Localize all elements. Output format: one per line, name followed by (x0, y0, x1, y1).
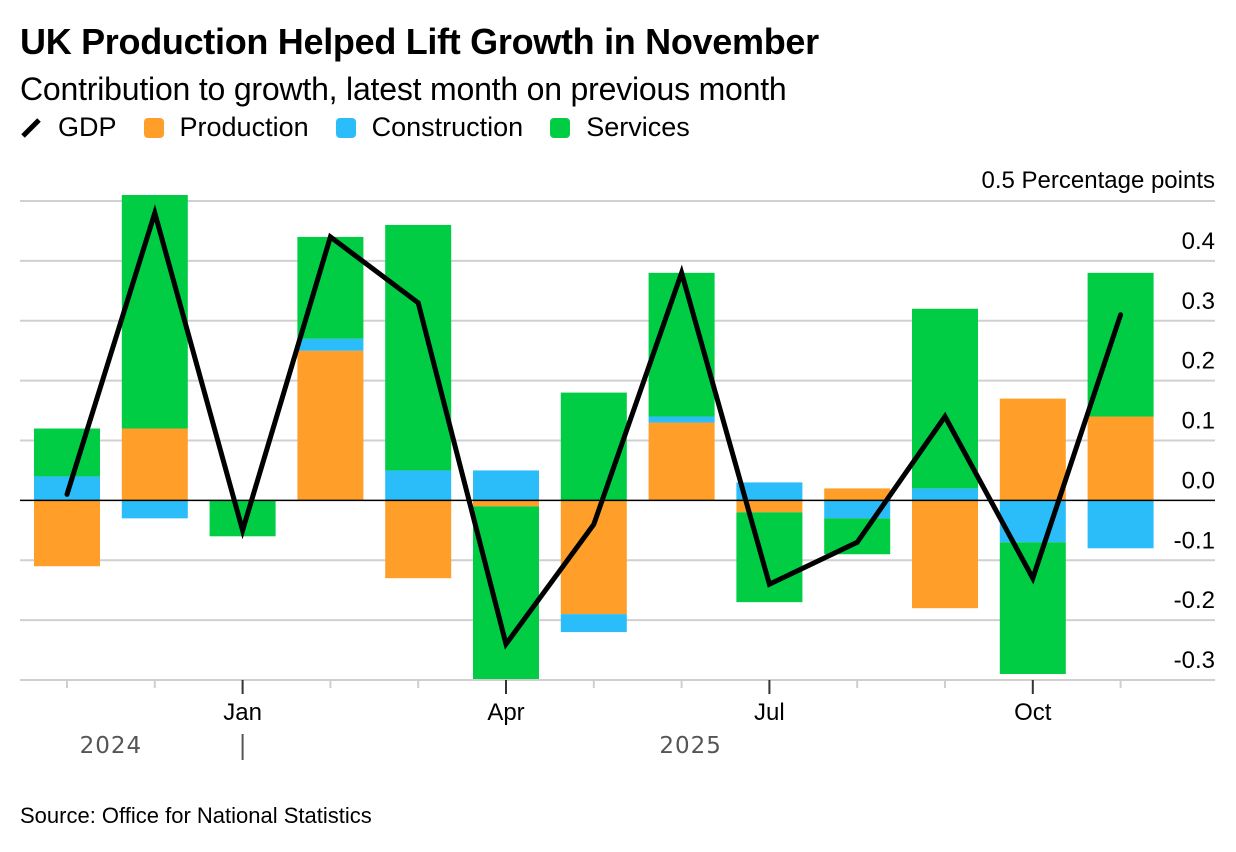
bar-production (824, 488, 891, 501)
legend-label: GDP (58, 112, 117, 142)
y-tick-label: 0.1 (1182, 408, 1215, 435)
y-tick-label: -0.1 (1174, 527, 1215, 554)
bar-production (736, 500, 803, 513)
bar-services (736, 512, 803, 603)
gdp-line-layer (64, 204, 1124, 650)
y-tick-label: 0.2 (1182, 348, 1215, 375)
bar-services (824, 518, 891, 555)
bar-construction (473, 470, 539, 501)
legend-label: Production (179, 112, 309, 142)
y-tick-label: 0.0 (1182, 467, 1215, 494)
legend-item-production: Production (143, 112, 309, 143)
bar-construction (736, 482, 803, 501)
x-tick-label: Jan (223, 699, 262, 726)
year-label: 2025 (659, 733, 722, 759)
chart-subtitle: Contribution to growth, latest month on … (20, 71, 787, 107)
bar-construction (648, 416, 715, 423)
bars (34, 195, 1154, 680)
chart-title: UK Production Helped Lift Growth in Nove… (20, 21, 819, 62)
y-tick-label: -0.3 (1174, 647, 1215, 674)
x-tick-label: Oct (1014, 699, 1052, 726)
bar-services (560, 392, 627, 501)
legend-item-gdp: GDP (20, 112, 117, 143)
legend: GDP Production Construction Services (20, 112, 717, 143)
legend-item-construction: Construction (335, 112, 524, 143)
bar-services (999, 542, 1066, 675)
axes: 0.4 0.3 0.2 0.1 0.0 -0.1 -0.2 -0.3 Jan Apr Jul Oct 2… (20, 228, 1215, 760)
swatch-icon (335, 117, 356, 138)
line-icon (21, 117, 41, 138)
x-tick-label: Jul (754, 699, 785, 726)
bar-services (1087, 272, 1154, 417)
y-tick-label: -0.2 (1174, 587, 1215, 614)
bar-production (473, 500, 539, 507)
bar-services (34, 428, 100, 477)
legend-label: Services (586, 112, 690, 142)
bar-construction (297, 338, 364, 351)
bar-production (121, 428, 188, 501)
bar-construction (824, 500, 891, 519)
y-axis-unit-label: 0.5 Percentage points (982, 167, 1216, 194)
bar-production (999, 398, 1066, 501)
bar-services (121, 195, 188, 429)
bar-production (648, 422, 715, 501)
bar-production (385, 500, 452, 579)
y-tick-label: 0.4 (1182, 228, 1215, 255)
bar-services (385, 224, 452, 471)
bar-construction (1087, 500, 1154, 549)
legend-item-services: Services (550, 112, 690, 143)
bar-production (1087, 416, 1154, 501)
swatch-icon (550, 117, 571, 138)
source-note: Source: Office for National Statistics (20, 803, 372, 828)
bar-services (473, 506, 539, 680)
bar-construction (121, 500, 188, 519)
bar-production (297, 350, 364, 501)
y-tick-label: 0.3 (1182, 288, 1215, 315)
x-tick-label: Apr (487, 699, 524, 726)
bar-production (34, 500, 100, 567)
bar-construction (385, 470, 452, 501)
bar-construction (560, 614, 627, 633)
year-label: 2024 (80, 733, 143, 759)
bar-construction (912, 488, 978, 501)
legend-label: Construction (371, 112, 524, 142)
bar-production (912, 500, 978, 609)
gdp-line (64, 204, 1124, 650)
swatch-icon (143, 117, 164, 138)
